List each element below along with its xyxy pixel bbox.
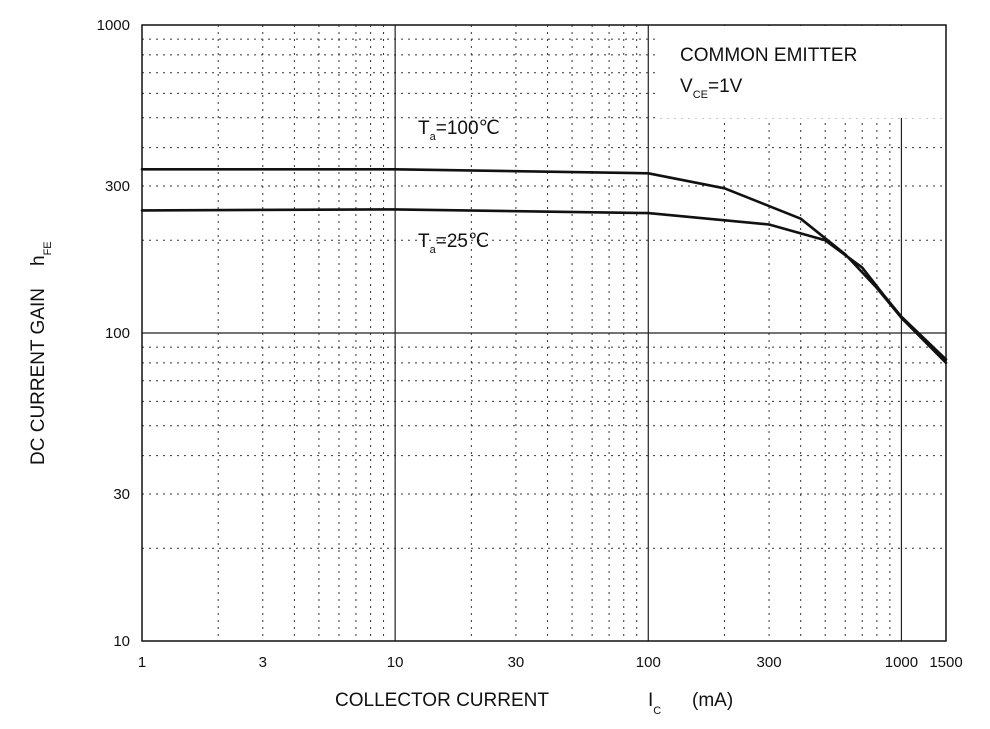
y-tick-labels: 10 30 100 300 1000 <box>97 17 130 650</box>
series-line-1 <box>140 208 948 361</box>
x-tick-label: 10 <box>387 654 404 671</box>
y-tick-label: 30 <box>113 486 130 503</box>
series-label-100c: Ta=100℃ <box>418 118 500 143</box>
vce-value: =1V <box>708 76 743 97</box>
annotation-box <box>655 26 945 118</box>
ta25-symbol: T <box>418 231 430 252</box>
x-tick-label: 3 <box>259 654 267 671</box>
x-tick-label: 300 <box>757 654 782 671</box>
y-tick-label: 100 <box>105 325 130 342</box>
x-tick-label: 1000 <box>885 654 918 671</box>
x-axis-unit: (mA) <box>692 690 733 711</box>
x-tick-label: 30 <box>508 654 525 671</box>
annotation-mode: COMMON EMITTER <box>680 45 857 66</box>
curves <box>140 168 948 365</box>
y-tick-label: 1000 <box>97 17 130 34</box>
series-label-25c: Ta=25℃ <box>418 231 489 256</box>
ta25-subscript: a <box>430 244 437 256</box>
x-tick-label: 1 <box>138 654 146 671</box>
annotation-vce: VCE=1V <box>680 76 743 101</box>
vce-subscript: CE <box>693 89 708 101</box>
x-axis-symbol: I <box>648 690 653 711</box>
x-tick-label: 100 <box>636 654 661 671</box>
vce-symbol: V <box>680 76 693 97</box>
major-grid <box>142 25 946 641</box>
plot-frame <box>141 24 947 642</box>
x-axis-subscript: C <box>653 705 661 717</box>
y-tick-label: 300 <box>105 178 130 195</box>
y-axis-symbol: h <box>28 255 49 266</box>
y-axis-subscript: FE <box>42 241 54 255</box>
x-tick-labels: 1 3 10 30 100 300 1000 1500 <box>138 654 963 671</box>
ta100-value: =100℃ <box>436 118 500 139</box>
y-tick-label: 10 <box>113 633 130 650</box>
y-axis-main: DC CURRENT GAIN <box>28 288 49 465</box>
ta100-subscript: a <box>430 131 437 143</box>
ta25-value: =25℃ <box>436 231 490 252</box>
x-tick-label: 1500 <box>929 654 962 671</box>
y-axis-title: DC CURRENT GAIN hFE <box>28 241 54 465</box>
x-axis-main: COLLECTOR CURRENT <box>335 690 549 711</box>
x-axis-title: COLLECTOR CURRENT IC (mA) <box>335 690 733 717</box>
ta100-symbol: T <box>418 118 430 139</box>
